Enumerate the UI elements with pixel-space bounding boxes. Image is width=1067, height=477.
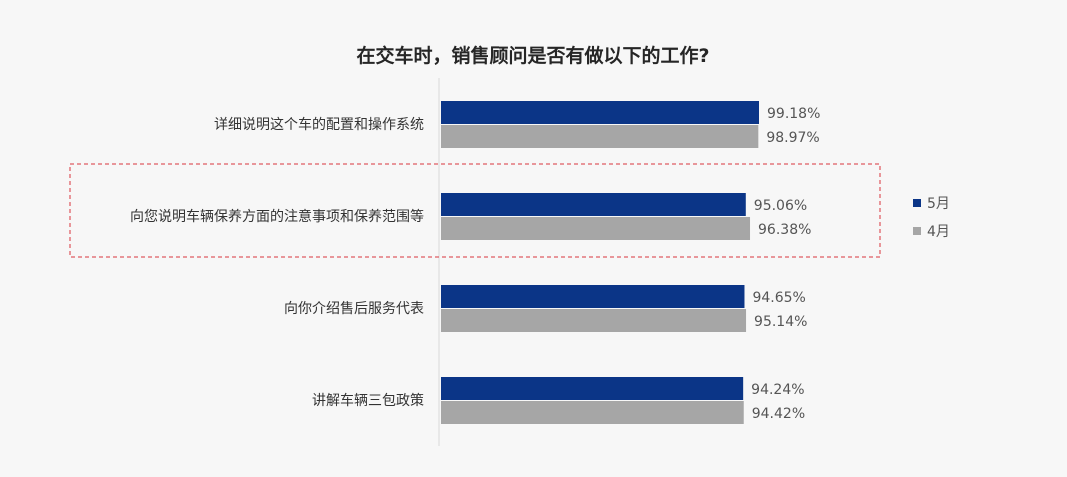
data-label: 98.97%	[766, 130, 819, 146]
bar-april	[441, 309, 747, 332]
bar-may	[441, 101, 759, 124]
bar-may	[441, 377, 744, 400]
legend-swatch	[913, 199, 921, 207]
legend-label: 5月	[927, 196, 950, 212]
data-label: 95.14%	[754, 314, 807, 330]
data-label: 95.06%	[754, 198, 807, 214]
legend-swatch	[913, 227, 921, 235]
category-label: 向您说明车辆保养方面的注意事项和保养范围等	[130, 208, 424, 225]
bar-april	[441, 125, 759, 148]
data-label: 94.65%	[752, 290, 805, 306]
legend-label: 4月	[927, 224, 950, 240]
bar-may	[441, 193, 746, 216]
chart-title: 在交车时，销售顾问是否有做以下的工作?	[356, 44, 709, 67]
category-label: 向你介绍售后服务代表	[284, 301, 424, 317]
data-label: 94.42%	[752, 406, 805, 422]
bar-may	[441, 285, 745, 308]
category-label: 讲解车辆三包政策	[312, 392, 424, 409]
data-label: 99.18%	[767, 106, 820, 122]
data-label: 96.38%	[758, 222, 811, 238]
category-label: 详细说明这个车的配置和操作系统	[214, 116, 424, 133]
bar-april	[441, 217, 751, 240]
bar-april	[441, 401, 744, 424]
data-label: 94.24%	[751, 382, 804, 398]
highlight-box	[69, 163, 881, 258]
